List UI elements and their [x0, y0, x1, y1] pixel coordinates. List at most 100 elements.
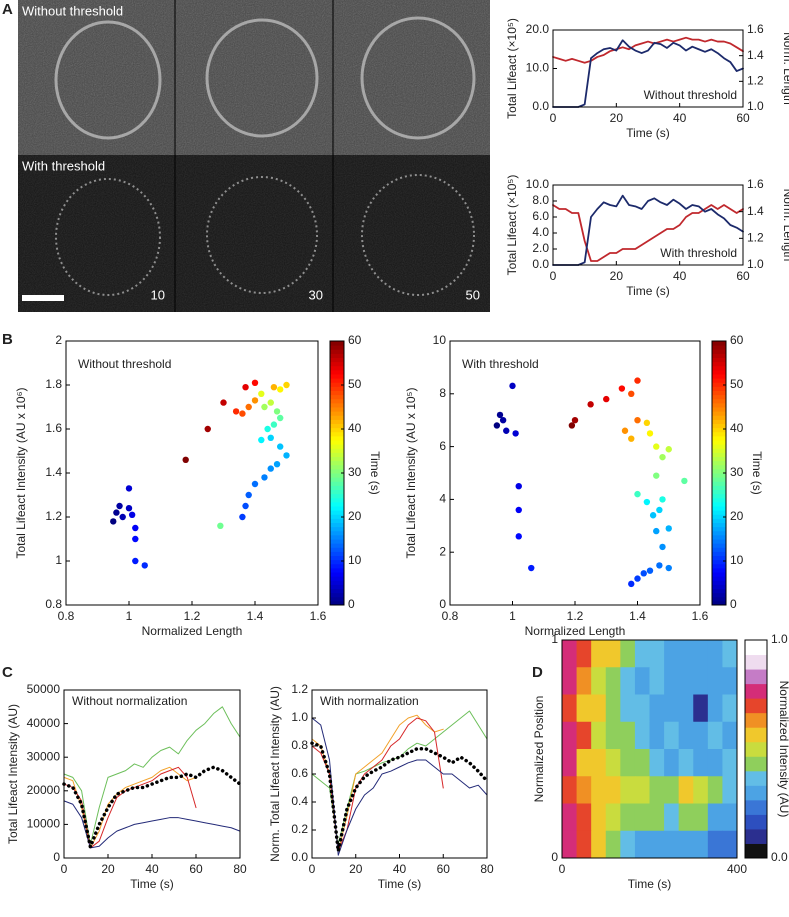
- x-tick-label: 0: [559, 862, 566, 876]
- heatmap-cell: [562, 640, 577, 668]
- heatmap-cell: [664, 640, 680, 668]
- line-series: [63, 706, 241, 846]
- scatter-point: [649, 512, 657, 519]
- y-tick-label: 4: [439, 492, 446, 506]
- scatter-point: [132, 557, 139, 565]
- x-tick-label: 0: [550, 269, 557, 283]
- scatter-point: [258, 436, 265, 444]
- heatmap-cell: [678, 721, 694, 750]
- chart-scatter: 0 10 20 30 40 50 60 Time (s) 0.8 1 1.2 1.4 1.6 0.8 1 1.…: [14, 333, 382, 638]
- scatter-point: [261, 474, 268, 481]
- y-axis-label: Total Lifeact Intensity (AU x 10⁵): [404, 387, 418, 558]
- colorbar-step: [330, 539, 344, 544]
- scatter-point: [628, 435, 635, 442]
- x-axis-label: Normalized Length: [525, 624, 626, 638]
- y-tick-label: 50000: [27, 682, 61, 696]
- y-tick-label: 1.0: [291, 710, 308, 724]
- annotation: Without normalization: [72, 694, 187, 708]
- colorbar-step: [330, 551, 344, 556]
- plot-area: [66, 341, 318, 605]
- line-series: [311, 717, 488, 856]
- colorbar-tick-label: 0: [348, 597, 355, 611]
- y-tick-label: 1.2: [291, 682, 308, 696]
- colorbar-step: [712, 530, 726, 536]
- panel-label: D: [532, 664, 543, 681]
- scatter-point: [251, 379, 259, 386]
- scatter-point: [251, 397, 259, 404]
- colorbar-step: [330, 477, 344, 482]
- y-tick-label: 10.0: [526, 177, 550, 191]
- panel-label: C: [2, 664, 13, 681]
- scatter-point: [665, 564, 672, 572]
- colorbar-step: [330, 596, 344, 602]
- heatmap-cell: [693, 721, 709, 750]
- scatter-point: [251, 480, 259, 488]
- scatter-point: [503, 427, 510, 434]
- y-tick-label: 1.2: [45, 509, 62, 523]
- heatmap-cell: [664, 694, 680, 723]
- colorbar-step: [712, 431, 726, 437]
- chart-scatter: 0 10 20 30 40 50 60 Time (s) 0.8 1 1.2 1.4 1.6 0 2 4 6 8 1…: [404, 333, 764, 638]
- colorbar-step: [330, 411, 344, 416]
- colorbar-step: [712, 353, 726, 358]
- colorbar-step: [712, 378, 726, 383]
- chart-line: 0 20 40 60 80 0 10000 20000 30000 40000 50000 Time …: [6, 682, 247, 891]
- annotation: With threshold: [660, 246, 737, 260]
- line-series: [63, 800, 241, 849]
- heatmap-cell: [576, 803, 592, 832]
- x-tick-label: 60: [736, 269, 750, 283]
- y-tick-label: 20.0: [526, 22, 550, 36]
- y-tick-label: 0.8: [45, 597, 62, 611]
- heatmap-cell: [634, 749, 650, 777]
- colorbar-step: [330, 493, 344, 499]
- heatmap-cell: [576, 749, 592, 777]
- scatter-point: [681, 477, 688, 485]
- colorbar-step: [712, 510, 726, 515]
- plot-frame: [552, 29, 744, 108]
- heatmap-cell: [562, 749, 577, 777]
- colorbar-step: [330, 374, 344, 379]
- scatter-point: [141, 562, 148, 569]
- scatter-point: [665, 446, 672, 453]
- y-tick-label: 8: [439, 386, 446, 400]
- scatter-point: [587, 401, 594, 408]
- scatter-point: [245, 491, 252, 499]
- scatter-point: [643, 498, 651, 506]
- y-tick-label: 0: [53, 850, 60, 864]
- colorbar-step: [712, 489, 726, 495]
- y-axis-label: Total Lifeact (×10⁵): [505, 18, 519, 119]
- scatter-point: [113, 509, 120, 516]
- heatmap-cell: [664, 749, 680, 777]
- colorbar-step: [712, 452, 726, 457]
- heatmap-cell: [664, 776, 680, 804]
- heatmap-cell: [591, 749, 607, 777]
- colorbar-label: Normalized Intensity (AU): [777, 681, 789, 818]
- scatter-point: [528, 564, 535, 572]
- colorbar-step: [712, 555, 726, 561]
- colorbar-step: [330, 435, 344, 441]
- scatter-point: [232, 408, 240, 415]
- colorbar-step: [712, 386, 726, 391]
- heatmap-cell: [649, 776, 665, 804]
- x-tick-label: 60: [736, 111, 750, 125]
- x-tick-label: 80: [480, 862, 494, 876]
- scatter-point: [515, 483, 522, 490]
- heatmap-cell: [678, 803, 694, 832]
- y2-tick-label: 1.0: [747, 257, 764, 271]
- heatmap-cell: [664, 830, 680, 859]
- image-time: 30: [309, 287, 323, 302]
- colorbar-step: [712, 559, 726, 565]
- annotation: Without threshold: [644, 88, 737, 102]
- colorbar-step: [712, 580, 726, 585]
- heatmap-cell: [678, 749, 694, 777]
- x-tick-label: 0: [61, 862, 68, 876]
- colorbar-step: [712, 423, 726, 429]
- colorbar-step: [330, 588, 344, 594]
- plot-body: 0 10 20 30 40 50 60 Time (s): [493, 333, 764, 611]
- heatmap-cell: [722, 721, 738, 750]
- colorbar-step: [745, 669, 767, 685]
- scatter-point: [220, 399, 227, 406]
- colorbar-step: [745, 814, 767, 830]
- colorbar-step: [330, 514, 344, 519]
- y-tick-label: 20000: [27, 783, 61, 797]
